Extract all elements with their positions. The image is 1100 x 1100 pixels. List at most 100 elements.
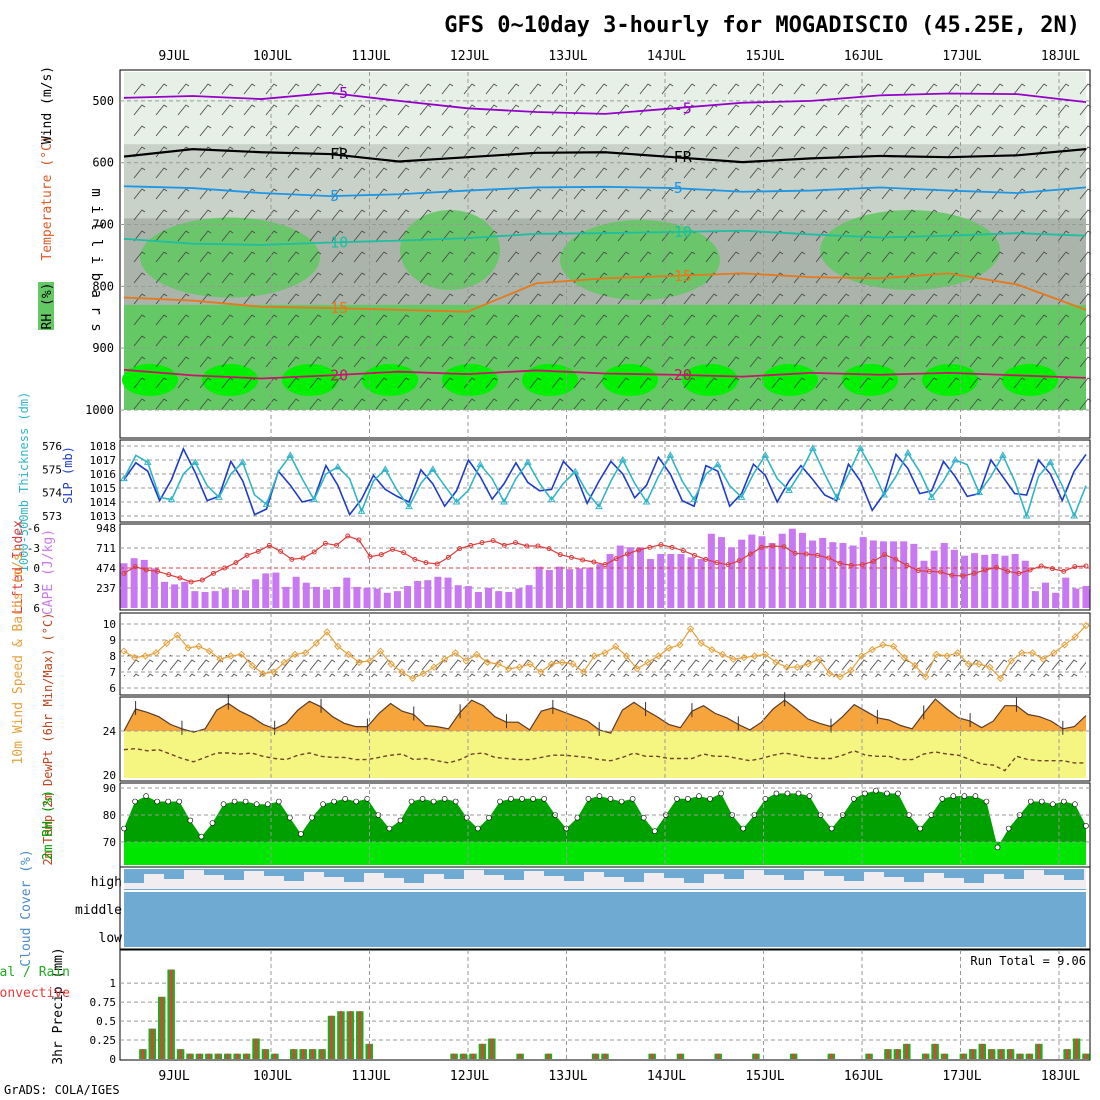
wind-barb [617,209,630,221]
wind-barb [661,251,674,263]
precip-conv-bar [367,1043,371,1059]
wind-barb [793,209,806,221]
wind-barb [815,251,828,263]
wind-barb [925,356,938,368]
wind-barb [859,314,872,326]
wind-barb [375,314,388,326]
wind-marker [611,642,620,651]
cape-bar [738,539,746,608]
cape-bar [606,553,614,608]
precip-conv-bar [886,1049,890,1059]
wind-barb [969,209,982,221]
wind-barb [1035,272,1048,284]
li-marker [557,552,563,558]
wind-barb [991,398,1004,410]
wind-frame [119,612,1091,696]
rh-marker [795,790,802,797]
li-marker [434,561,440,567]
high-cloud-segment [504,869,524,880]
thickness-marker [120,474,128,482]
li-tick-label: -6 [27,522,40,535]
li-marker [669,544,675,550]
slp-tick-label: 1015 [90,482,117,495]
cape-bar [393,591,401,608]
date-label-top: 16JUL [844,49,883,64]
wind-barb [551,188,564,200]
wind-barb [969,230,982,242]
precip-conv-bar [990,1049,993,1059]
wind-barb [727,335,740,347]
wind-marker [772,658,780,667]
thickness-marker [737,493,746,500]
wind-barb [815,314,828,326]
cape-bar [586,567,594,608]
wind-marker [622,652,631,660]
wind-barb [1035,209,1048,221]
wind-barb [815,83,828,95]
wind-barb [485,356,498,368]
precip-legend-total: Total / Rain [0,965,70,980]
wind-barb [727,146,740,158]
wind-barb [243,356,256,368]
wind-barb [793,104,806,116]
wind-barb [463,167,476,179]
rh-marker [707,795,713,802]
wind-marker [964,660,973,668]
wind-barb [551,167,564,179]
wind-barb [155,293,168,305]
wind-marker [729,655,737,663]
wind-barb [617,398,630,410]
wind-barb [287,335,300,347]
rh-marker [408,798,415,805]
rh-marker [530,795,536,802]
wind-barb [903,398,916,410]
wind-barb [1035,167,1048,179]
li-tick-label: 6 [33,602,40,615]
wind-barb [133,167,146,179]
wind-barb [727,314,740,326]
wind-barb [903,251,916,263]
lifted-index-series [123,535,1087,583]
precip-conv-bar [481,1043,484,1059]
wind-barb [353,125,366,137]
wind-barb [793,398,806,410]
wind-marker [783,663,791,671]
temp-area [124,699,1086,734]
wind-barb [683,377,696,389]
wind-barb [309,335,322,347]
thickness-marker [310,495,318,503]
thickness-marker [1046,458,1055,465]
wind-barb [375,377,388,389]
wind-barb [177,209,190,221]
wind-barb [1013,125,1026,137]
wind-barb [331,83,344,95]
date-label-top: 17JUL [942,49,981,64]
wind-marker [440,655,449,663]
precip-conv-bar [452,1053,456,1059]
wind-barb [287,167,300,179]
wind-barb [573,293,586,305]
isotherm-label: -5 [330,84,348,102]
cloud-panel: high middle low Cloud Cover (%) [19,849,1091,967]
wind-barb [705,83,718,95]
li-marker [815,552,821,558]
rh-marker [983,798,990,805]
cape-bar [829,542,837,608]
wind-barb [683,251,696,263]
wind-barb [639,209,652,221]
wind-barb [177,251,190,263]
wind-barb [551,293,564,305]
wind-barb [309,377,322,389]
li-marker [938,569,944,575]
wind-barb [771,125,784,137]
pressure-tick-label: 800 [92,279,114,293]
wind-marker [879,641,887,649]
li-marker [870,558,876,564]
slp-frame [119,439,1091,523]
wind-marker [1018,649,1026,657]
wind-barb [507,83,520,95]
li-marker [826,555,832,561]
wind-barb [771,272,784,284]
wind-barb [133,314,146,326]
dewpt-line [123,747,1086,772]
